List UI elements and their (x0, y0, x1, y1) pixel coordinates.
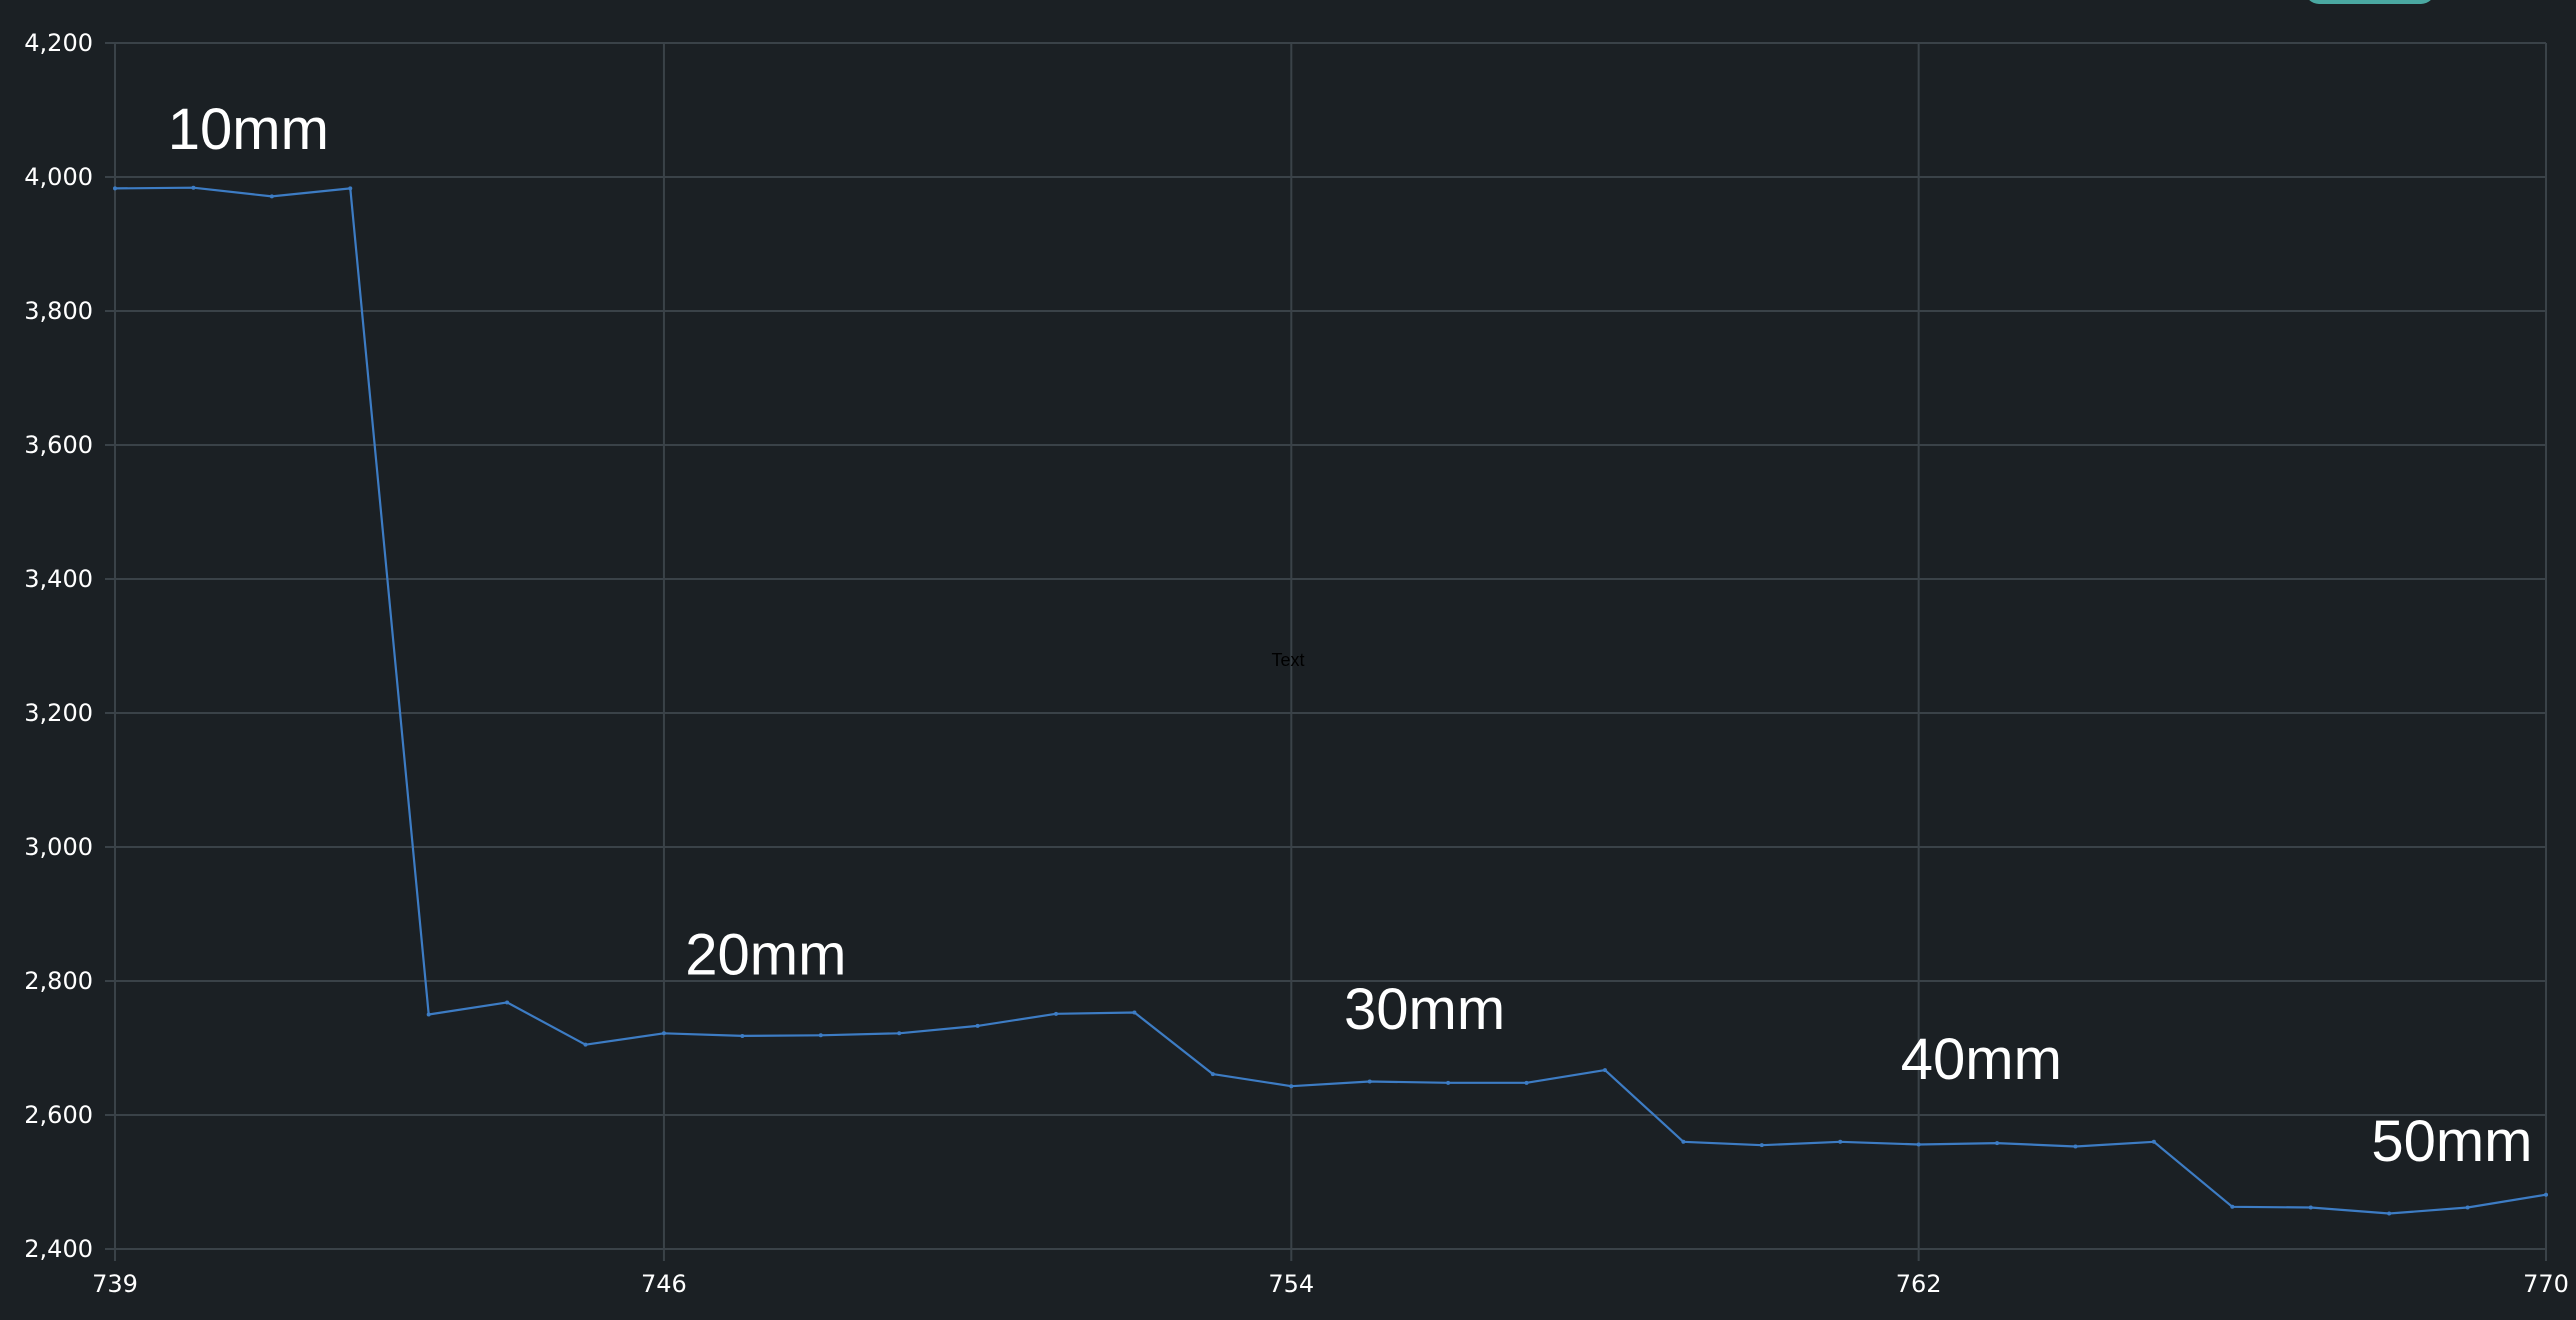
data-point (897, 1031, 902, 1036)
x-tick-label: 754 (1268, 1270, 1314, 1298)
y-tick-label: 3,400 (24, 565, 93, 593)
data-point (1210, 1072, 1215, 1077)
series-line (114, 186, 2547, 1215)
data-point (2151, 1139, 2156, 1144)
data-point (191, 185, 196, 190)
data-point (269, 194, 274, 199)
data-point (1759, 1143, 1764, 1148)
data-point (740, 1033, 745, 1038)
data-point (1838, 1139, 1843, 1144)
annotation-label: 30mm (1344, 977, 1505, 1042)
annotation-label: 10mm (168, 97, 329, 162)
data-point (348, 186, 353, 191)
data-point (1524, 1080, 1529, 1085)
annotation-label: 40mm (1901, 1027, 2062, 1092)
data-point (1054, 1011, 1059, 1016)
data-point (113, 186, 117, 191)
data-point (2230, 1204, 2235, 1209)
data-point (1132, 1010, 1137, 1015)
y-tick-label: 2,400 (24, 1235, 93, 1263)
data-point (2465, 1205, 2470, 1210)
data-point (1289, 1084, 1294, 1089)
series-layer (113, 185, 2548, 1216)
x-tick-label: 770 (2523, 1270, 2569, 1298)
data-point (1681, 1139, 1686, 1144)
data-point (2387, 1211, 2392, 1216)
data-point (1995, 1141, 2000, 1146)
x-tick-label: 762 (1896, 1270, 1942, 1298)
annotation-label: 50mm (2371, 1109, 2532, 1174)
data-point (583, 1042, 588, 1047)
top-right-button[interactable] (2305, 0, 2435, 4)
data-point (661, 1031, 666, 1036)
center-text-label: Text (1271, 650, 1304, 670)
annotations: 10mm 20mm 30mm 40mm 50mm (168, 97, 2533, 1174)
annotation-label: 20mm (685, 922, 846, 987)
x-tick-label: 746 (641, 1270, 687, 1298)
y-tick-label: 3,800 (24, 297, 93, 325)
y-tick-label: 3,600 (24, 431, 93, 459)
y-tick-label: 2,800 (24, 967, 93, 995)
grid (105, 42, 2547, 1261)
y-tick-label: 4,000 (24, 163, 93, 191)
y-tick-label: 3,200 (24, 699, 93, 727)
y-tick-label: 2,600 (24, 1101, 93, 1129)
data-point (1367, 1079, 1372, 1084)
data-point (1446, 1080, 1451, 1085)
axes: 2,400 2,600 2,800 3,000 3,200 3,400 3,600 3,800… (24, 29, 2569, 1298)
data-point (2308, 1205, 2313, 1210)
y-tick-label: 3,000 (24, 833, 93, 861)
data-point (1602, 1068, 1607, 1073)
data-point (505, 1000, 510, 1005)
data-point (818, 1033, 823, 1038)
data-point (2073, 1144, 2078, 1149)
data-point (975, 1023, 980, 1028)
x-tick-label: 739 (92, 1270, 138, 1298)
data-point (2544, 1192, 2548, 1197)
y-tick-label: 4,200 (24, 29, 93, 57)
data-point (1916, 1142, 1921, 1147)
data-point (426, 1012, 431, 1017)
